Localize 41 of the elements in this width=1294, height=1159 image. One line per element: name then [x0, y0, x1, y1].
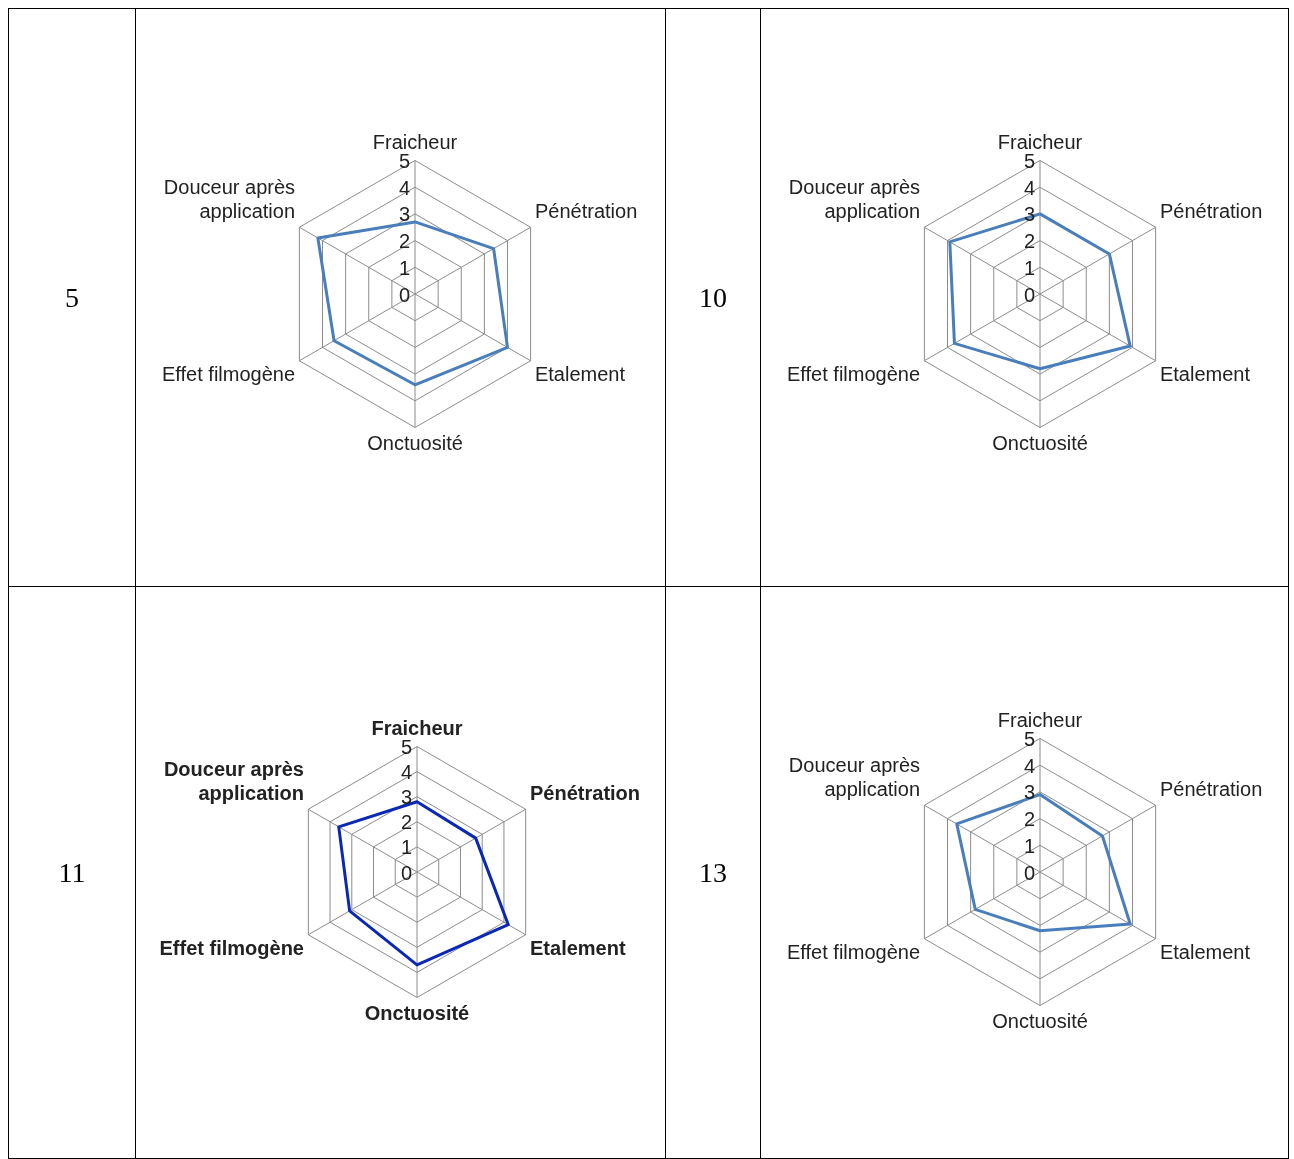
y-tick-label: 0: [400, 861, 412, 884]
y-tick-label: 0: [1023, 283, 1035, 306]
spoke-label: Onctuosité: [992, 1010, 1088, 1033]
spoke-label: Onctuosité: [364, 1002, 470, 1025]
y-tick-label: 1: [398, 256, 410, 279]
y-tick-label: 4: [398, 176, 410, 199]
y-tick-label: 3: [398, 203, 410, 226]
y-tick-label: 4: [400, 761, 412, 784]
spoke-label: Effet filmogène: [162, 362, 296, 385]
y-tick-label: 1: [1023, 256, 1035, 279]
y-tick-label: 1: [400, 836, 412, 859]
y-tick-label: 0: [1023, 861, 1035, 884]
spoke-label: Douceur après application: [788, 754, 921, 801]
spoke-label: Douceur après application: [163, 176, 296, 223]
y-tick-label: 2: [1023, 230, 1035, 253]
y-tick-label: 3: [400, 786, 412, 809]
spoke-label: Effet filmogène: [787, 940, 921, 963]
spoke-label: Douceur après application: [163, 758, 304, 805]
y-tick-label: 2: [400, 811, 412, 834]
spoke-label: Effet filmogène: [787, 362, 921, 385]
spoke-label: Pénétration: [534, 200, 638, 223]
spoke-label: Douceur après application: [788, 176, 921, 223]
text: 10: [666, 9, 761, 587]
spoke-label: Pénétration: [1159, 778, 1263, 801]
text: 13: [666, 587, 761, 1159]
spoke-label: Etalement: [530, 936, 626, 959]
y-tick-label: 1: [1023, 834, 1035, 857]
y-tick-label: 0: [398, 283, 410, 306]
y-tick-label: 4: [1023, 176, 1035, 199]
spoke-label: Pénétration: [530, 782, 641, 805]
y-tick-label: 2: [1023, 808, 1035, 831]
spoke-label: Onctuosité: [367, 432, 463, 455]
spoke-label: Etalement: [1159, 362, 1251, 385]
y-tick-label: 4: [1023, 754, 1035, 777]
spoke-label: Etalement: [1159, 940, 1251, 963]
spoke-label: Effet filmogène: [159, 936, 304, 959]
spoke-label: Pénétration: [1159, 200, 1263, 223]
text: 11: [9, 587, 136, 1159]
spoke-label: Onctuosité: [992, 432, 1088, 455]
spoke-label: Etalement: [534, 362, 626, 385]
y-tick-label: 2: [398, 230, 410, 253]
